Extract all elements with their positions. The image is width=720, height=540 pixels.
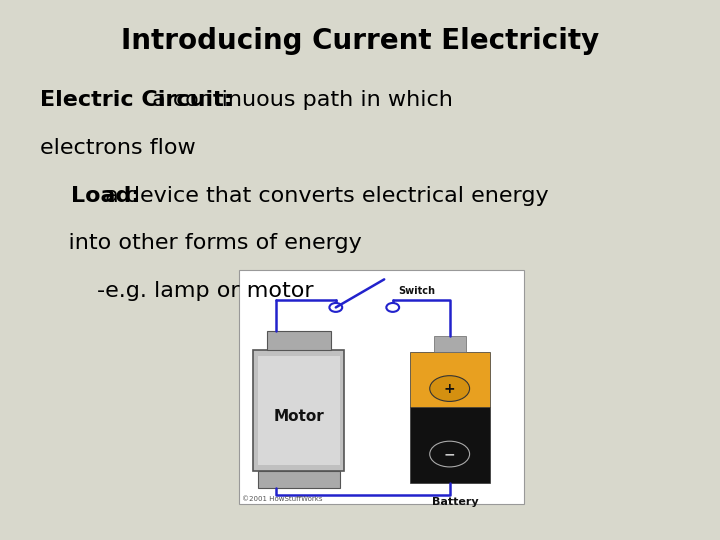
Text: a continuous path in which: a continuous path in which: [145, 90, 453, 110]
Ellipse shape: [387, 303, 399, 312]
FancyBboxPatch shape: [433, 335, 466, 352]
FancyBboxPatch shape: [253, 349, 344, 471]
Text: Motor: Motor: [274, 409, 324, 424]
Text: +: +: [444, 382, 456, 396]
Text: electrons flow: electrons flow: [40, 138, 196, 158]
Text: Load:: Load:: [40, 186, 140, 206]
Text: -e.g. lamp or motor: -e.g. lamp or motor: [40, 281, 313, 301]
Polygon shape: [410, 352, 490, 407]
Text: Electric Circuit:: Electric Circuit:: [40, 90, 233, 110]
Polygon shape: [410, 407, 490, 483]
Text: −: −: [444, 447, 456, 461]
Text: Switch: Switch: [398, 286, 436, 296]
FancyBboxPatch shape: [239, 270, 523, 504]
Ellipse shape: [430, 376, 469, 401]
FancyBboxPatch shape: [258, 356, 340, 465]
FancyBboxPatch shape: [258, 471, 340, 488]
Text: into other forms of energy: into other forms of energy: [40, 233, 361, 253]
Ellipse shape: [430, 441, 469, 467]
FancyBboxPatch shape: [267, 331, 330, 349]
Text: Battery: Battery: [432, 497, 479, 507]
Text: ©2001 HowStuffWorks: ©2001 HowStuffWorks: [242, 496, 323, 502]
Text: Introducing Current Electricity: Introducing Current Electricity: [121, 28, 599, 56]
Text: a device that converts electrical energy: a device that converts electrical energy: [98, 186, 549, 206]
Ellipse shape: [329, 303, 342, 312]
